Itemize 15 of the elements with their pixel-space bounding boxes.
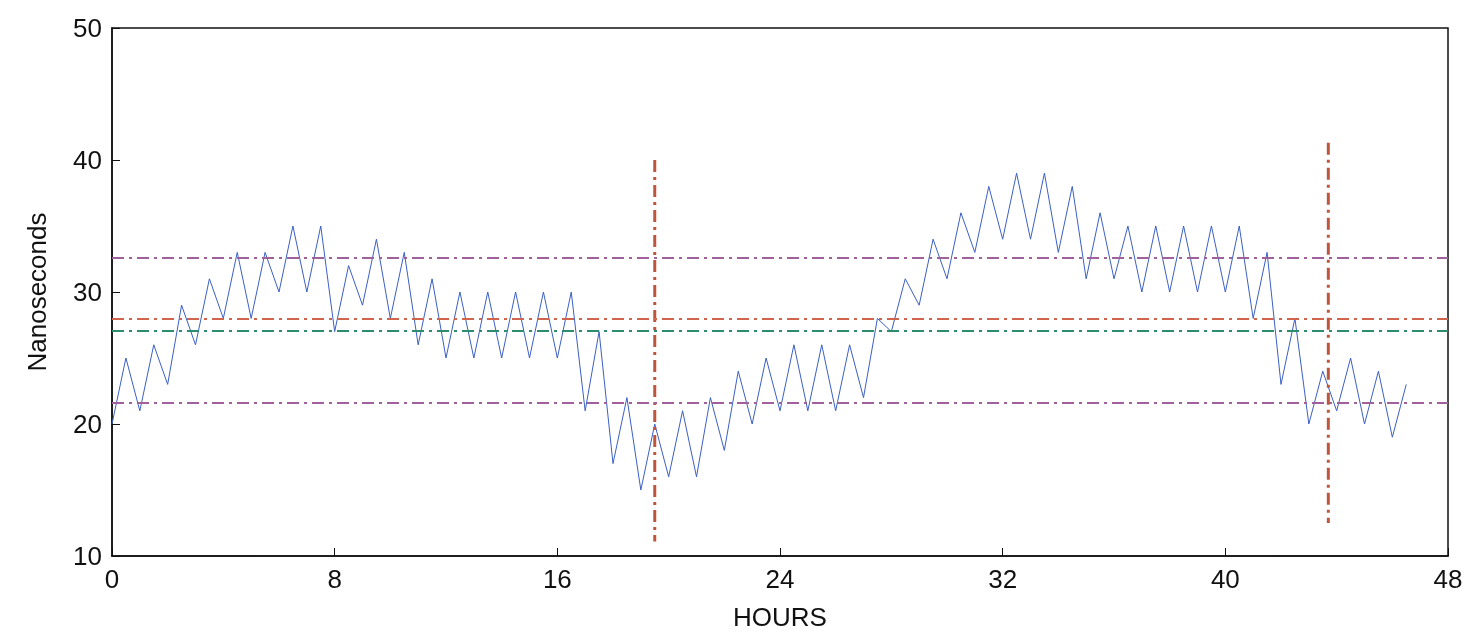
- x-tick-label: 0: [104, 564, 120, 594]
- y-tick-label: 20: [73, 409, 102, 439]
- y-tick-label: 50: [73, 13, 102, 43]
- y-axis-title: Nanoseconds: [22, 212, 52, 372]
- x-tick-label: 32: [988, 564, 1018, 594]
- x-tick-label: 24: [765, 564, 795, 594]
- y-tick-label: 10: [73, 541, 102, 571]
- x-axis-title: HOURS: [733, 602, 827, 632]
- y-tick-label: 30: [73, 277, 102, 307]
- x-tick-label: 40: [1210, 564, 1240, 594]
- x-tick-label: 48: [1433, 564, 1463, 594]
- x-tick-label: 16: [542, 564, 572, 594]
- line-series: [111, 172, 1407, 491]
- x-tick-label: 8: [327, 564, 342, 594]
- y-tick-label: 40: [73, 145, 102, 175]
